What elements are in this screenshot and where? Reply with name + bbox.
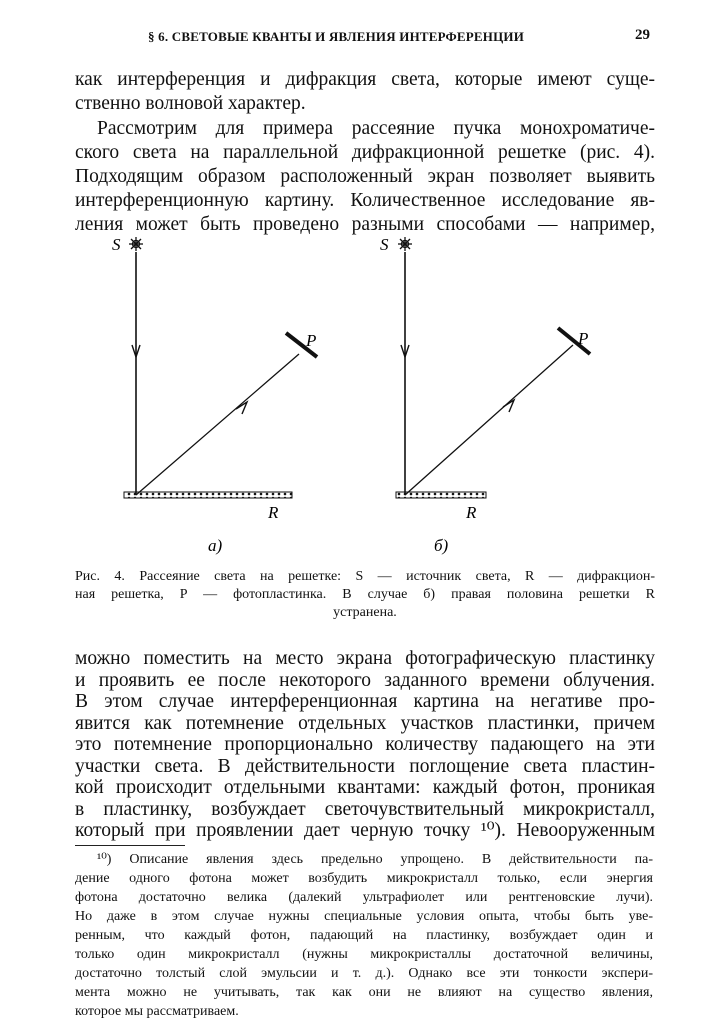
text-line: кой происходит отдельными квантами: кажд… [75, 777, 655, 798]
text-line: можно поместить на место экрана фотограф… [75, 648, 655, 669]
text-line: в пластинку, возбуждает светочувствитель… [75, 798, 655, 820]
footnote-line: дение одного фотона может возбудить микр… [75, 871, 653, 886]
panel-label: б) [434, 536, 449, 555]
caption-line: ная решетка, P — фотопластинка. В случае… [75, 587, 655, 602]
arrow-up-right-icon [502, 398, 516, 413]
text-line: и проявить ее после некоторого заданного… [75, 669, 655, 691]
footnote-line: мента можно не учитывать, так как они не… [75, 985, 653, 1000]
source-label: S [380, 235, 389, 254]
grating-label: R [267, 503, 279, 522]
plate-label: P [305, 331, 316, 350]
paragraph-2: можно поместить на место экрана фотограф… [75, 648, 655, 842]
scattered-ray [404, 344, 574, 496]
grating [395, 491, 487, 499]
footnote: ¹⁰) Описание явления здесь предельно упр… [75, 850, 653, 1021]
scattered-ray [135, 353, 300, 496]
grating [123, 491, 293, 499]
arrow-down-icon [131, 344, 141, 360]
text-line: явится как потемнение отдельных участков… [75, 712, 655, 734]
arrow-up-right-icon [235, 400, 249, 415]
footnote-line: достаточно толстый слой эмульсии и т. д.… [75, 966, 653, 981]
arrow-down-icon [400, 344, 410, 360]
text-line: ского света на параллельной дифракционно… [75, 142, 655, 163]
footnote-line: Но даже в этом случае нужны специальные … [75, 909, 653, 924]
photoplate [556, 326, 592, 356]
paragraph-1: Рассмотрим для примера рассеяние пучка м… [75, 117, 655, 237]
text-line: интерференционную картину. Количественно… [75, 190, 655, 211]
text-line: как интерференция и дифракция света, кот… [75, 69, 655, 90]
footnote-line: ренным, что каждый фотон, падающий на пл… [75, 928, 653, 943]
page-number: 29 [635, 27, 650, 43]
photoplate [284, 331, 319, 359]
text-line: Рассмотрим для примера рассеяние пучка м… [97, 118, 655, 139]
footnote-line: фотона достаточно велика (далекий ультра… [75, 890, 653, 905]
footnote-line: только один микрокристалл (нужны микрокр… [75, 947, 653, 962]
intro-paragraph: как интерференция и дифракция света, кот… [75, 68, 655, 116]
text-line: ления может быть проведено разными спосо… [75, 214, 655, 235]
source-label: S [112, 235, 121, 254]
text-line: это потемнение пропорционально количеств… [75, 734, 655, 755]
running-title: § 6. СВЕТОВЫЕ КВАНТЫ И ЯВЛЕНИЯ ИНТЕРФЕРЕ… [148, 29, 525, 44]
footnote-line: которое мы рассматриваем. [75, 1004, 239, 1019]
footnote-line: ¹⁰) Описание явления здесь предельно упр… [97, 852, 653, 867]
text-line: Подходящим образом расположенный экран п… [75, 166, 655, 187]
text-line: В этом случае интерференционная картина … [75, 691, 655, 712]
plate-label: P [577, 329, 588, 348]
figure-caption: Рис. 4. Рассеяние света на решетке: S — … [75, 568, 655, 622]
panel-b: S P R б) [380, 235, 592, 555]
text-line: ственно волновой характер. [75, 93, 306, 114]
caption-line: Рис. 4. Рассеяние света на решетке: S — … [75, 569, 655, 584]
light-source-icon [398, 237, 412, 251]
caption-line: устранена. [333, 605, 397, 620]
grating-label: R [465, 503, 477, 522]
text-line: который при проявлении дает черную точку… [75, 820, 655, 841]
footnote-divider [75, 845, 185, 846]
text-line: участки света. В действительности поглощ… [75, 755, 655, 777]
panel-a: S P R а) [112, 235, 319, 555]
panel-label: а) [208, 536, 223, 555]
light-source-icon [129, 237, 143, 251]
